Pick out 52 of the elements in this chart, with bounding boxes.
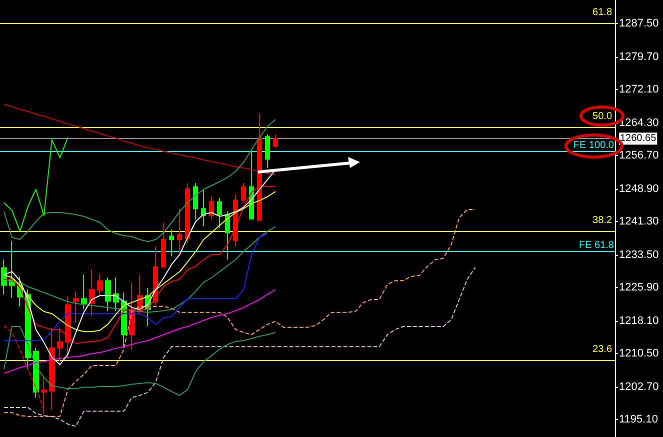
candlestick: [273, 134, 278, 148]
candlestick: [225, 210, 230, 260]
line-series: [3, 266, 476, 427]
candlestick: [113, 277, 119, 312]
y-tick-label: 1218.10: [619, 314, 659, 327]
line-series: [3, 226, 276, 313]
line-series: [3, 326, 276, 396]
y-tick-label: 1272.10: [619, 84, 659, 96]
ref-line-label: 1260.65: [620, 133, 657, 144]
line-series: [3, 289, 276, 374]
annotation: 38.2: [592, 214, 612, 226]
y-tick-label: 1279.70: [619, 50, 659, 63]
candlestick: [161, 222, 166, 268]
candlestick: [89, 268, 95, 317]
line-series: [3, 325, 44, 410]
y-tick-label: 1256.70: [619, 150, 659, 162]
line-series: [3, 119, 276, 242]
candlestick: [201, 190, 206, 227]
y-tick-label: 1264.30: [619, 116, 659, 129]
annotation: 61.8: [592, 7, 612, 18]
candlestick: [209, 196, 214, 220]
ref-line-label: FE 100.0: [573, 140, 614, 152]
candlestick: [177, 208, 182, 257]
y-tick-label: 1287.50: [619, 18, 659, 30]
ref-line-label: FE 61.8: [578, 240, 614, 251]
y-tick-label: 1233.50: [619, 248, 659, 261]
y-tick-label: 1225.90: [619, 281, 659, 294]
candlestick: [185, 182, 190, 244]
candlestick: [1, 259, 7, 295]
y-tick-label: 1241.30: [619, 216, 659, 228]
candlestick: [169, 229, 174, 257]
candlestick: [153, 246, 158, 306]
line-series: [3, 137, 68, 232]
candlestick: [193, 182, 198, 220]
y-tick-label: 1195.10: [619, 413, 658, 426]
y-tick-label: 1210.50: [619, 347, 659, 360]
line-series: [3, 232, 268, 342]
candlestick: [33, 347, 39, 398]
candlestick: [81, 274, 87, 310]
y-tick-label: 1202.70: [619, 380, 659, 393]
candlestick: [233, 194, 238, 247]
annotation: 23.6: [592, 344, 612, 355]
candlestick: [217, 197, 222, 228]
candlestick: [265, 134, 270, 168]
annotation: 50.0: [592, 111, 612, 122]
y-tick-label: 1248.90: [619, 182, 659, 195]
candlestick: [97, 273, 103, 295]
line-series: [3, 104, 276, 176]
line-series: [3, 209, 476, 417]
candlestick: [73, 290, 79, 324]
line-series: [3, 169, 276, 366]
candlestick: [105, 277, 111, 312]
